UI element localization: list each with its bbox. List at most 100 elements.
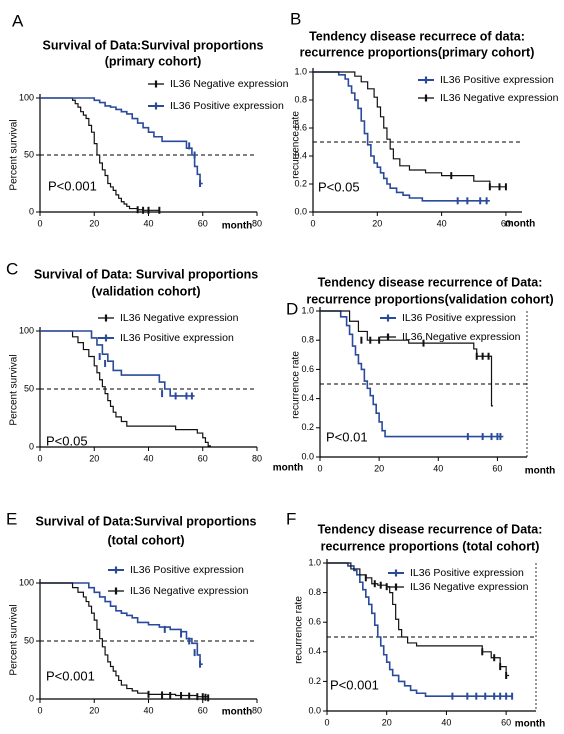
x-axis-label: month [273,463,304,474]
chart-title: Tendency disease recurrece of data: [309,29,525,43]
legend-label: IL36 Negative expression [130,585,249,597]
series-line-negative [40,330,211,447]
legend-label: IL36 Positive expression [440,74,554,86]
x-tick-label: 60 [492,463,502,473]
y-tick-label: 0.4 [301,393,314,403]
y-axis-label: Percent survival [9,354,20,425]
x-tick-label: 40 [143,453,153,463]
y-tick-label: 0.8 [301,335,314,345]
x-tick-label: 0 [317,463,322,473]
x-tick-label: 80 [252,705,262,715]
x-axis-label: month [525,466,556,477]
legend-label: IL36 Positive expression [402,312,516,324]
p-value-annotation: P<0.001 [46,668,95,683]
series-line-negative [40,582,209,698]
x-axis-label: month [505,219,536,230]
series-line-positive [40,330,195,397]
p-value-annotation: P<0.05 [46,433,88,448]
chart-title: Tendency disease recurrence of Data: [318,275,543,289]
x-tick-label: 20 [89,218,99,228]
y-axis-label: Percent survival [9,604,20,675]
x-tick-label: 80 [252,218,262,228]
legend-label: IL36 Negative expression [410,581,529,593]
series-line-negative [313,71,506,188]
y-tick-label: 0.8 [294,94,307,104]
x-axis-label: month [515,719,546,730]
x-tick-label: 40 [143,218,153,228]
y-tick-label: 1.0 [301,305,314,315]
chart-title: Survival of Data:Survival proportions [43,38,264,52]
legend-label: IL36 Negative expression [402,331,521,343]
panel-letter: A [12,11,24,30]
x-tick-label: 20 [89,705,99,715]
x-tick-label: 20 [89,453,99,463]
y-axis-label: recurrence rate [291,351,302,419]
p-value-annotation: P<0.05 [318,179,360,194]
x-tick-label: 60 [198,705,208,715]
x-axis-label: month [222,707,253,718]
x-tick-label: 0 [37,218,42,228]
x-tick-label: 60 [501,218,511,228]
y-tick-label: 100 [19,92,34,102]
panel-letter: F [286,509,296,528]
y-tick-label: 50 [24,383,34,393]
y-tick-label: 1.0 [294,66,307,76]
p-value-annotation: P<0.001 [48,178,97,193]
chart-subtitle: (primary cohort) [105,54,202,68]
y-tick-label: 0.8 [308,587,321,597]
x-tick-label: 0 [37,453,42,463]
chart-title: Survival of Data:Survival proportions [36,514,257,528]
series-line-positive [327,562,513,697]
x-tick-label: 60 [198,453,208,463]
legend-label: IL36 Positive expression [170,100,284,112]
legend-label: IL36 Positive expression [120,332,234,344]
y-tick-label: 50 [24,635,34,645]
series-line-positive [320,310,504,438]
x-tick-label: 40 [441,717,451,727]
x-tick-label: 20 [372,218,382,228]
p-value-annotation: P<0.01 [326,429,368,444]
legend-label: IL36 Negative expression [440,92,559,104]
x-tick-label: 80 [252,453,262,463]
y-tick-label: 0.2 [294,178,307,188]
series-line-negative [320,310,493,407]
y-tick-label: 0 [29,206,34,216]
x-tick-label: 60 [198,218,208,228]
y-tick-label: 0.0 [301,451,314,461]
y-tick-label: 100 [19,325,34,335]
series-line-positive [313,71,490,202]
y-tick-label: 0 [29,693,34,703]
legend-label: IL36 Positive expression [130,564,244,576]
panel-b: B Tendency disease recurrece of data: recu… [290,9,559,229]
x-tick-label: 0 [324,717,329,727]
y-tick-label: 0 [29,441,34,451]
chart-subtitle: (validation cohort) [91,284,200,298]
panel-letter: B [290,9,301,28]
y-tick-label: 0.0 [308,705,321,715]
chart-subtitle: (total cohort) [107,533,184,547]
y-tick-label: 0.6 [294,122,307,132]
panel-d: D Tendency disease recurrence of Data: rec… [286,275,555,476]
y-axis-label: recurrence rate [291,111,302,179]
x-tick-label: 20 [374,463,384,473]
y-tick-label: 0.6 [308,617,321,627]
legend-label: IL36 Positive expression [410,567,524,579]
chart-title: Tendency disease recurrence of Data: [318,522,543,536]
panel-letter: C [6,259,18,278]
panel-f: F Tendency disease recurrence of Data: rec… [286,509,545,729]
panel-a: A Survival of Data:Survival proportions (p… [9,11,289,231]
panel-e: E Survival of Data:Survival proportions (t… [6,509,262,717]
y-tick-label: 0.2 [301,422,314,432]
p-value-annotation: P<0.001 [330,677,379,692]
series-line-negative [40,97,160,211]
x-axis-label: month [222,221,253,232]
legend-label: IL36 Negative expression [170,78,289,90]
series-line-positive [40,97,203,185]
y-axis-label: recurrence rate [294,596,305,664]
x-tick-label: 40 [437,218,447,228]
chart-title: Survival of Data: Survival proportions [34,267,258,281]
x-tick-label: 40 [143,705,153,715]
y-tick-label: 100 [19,577,34,587]
x-tick-label: 20 [382,717,392,727]
